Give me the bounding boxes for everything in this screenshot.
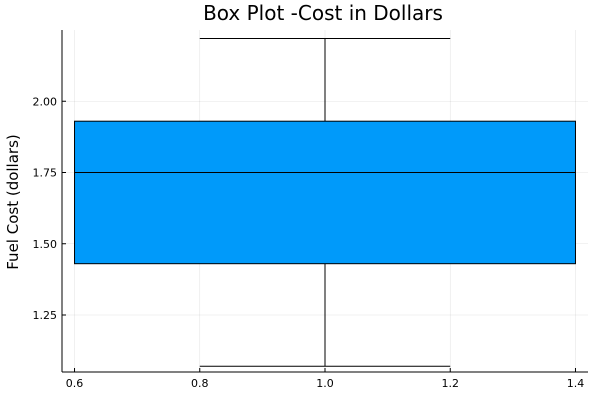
y-axis-label: Fuel Cost (dollars) <box>4 134 22 270</box>
x-tick-label: 1.4 <box>567 377 585 390</box>
box-layer <box>74 38 576 367</box>
y-tick-label: 1.50 <box>33 238 58 251</box>
y-tick-label: 1.25 <box>33 309 58 322</box>
chart-title: Box Plot -Cost in Dollars <box>203 1 443 25</box>
x-tick-label: 1.0 <box>316 377 334 390</box>
iqr-box <box>74 120 576 265</box>
x-tick-label: 0.6 <box>66 377 84 390</box>
y-tick-label: 2.00 <box>33 95 58 108</box>
tick-layer: 0.6 0.8 1.0 1.2 1.4 1.25 1.50 1.75 2.00 <box>33 95 585 390</box>
y-tick-label: 1.75 <box>33 167 58 180</box>
x-tick-label: 0.8 <box>191 377 209 390</box>
x-tick-label: 1.2 <box>441 377 459 390</box>
